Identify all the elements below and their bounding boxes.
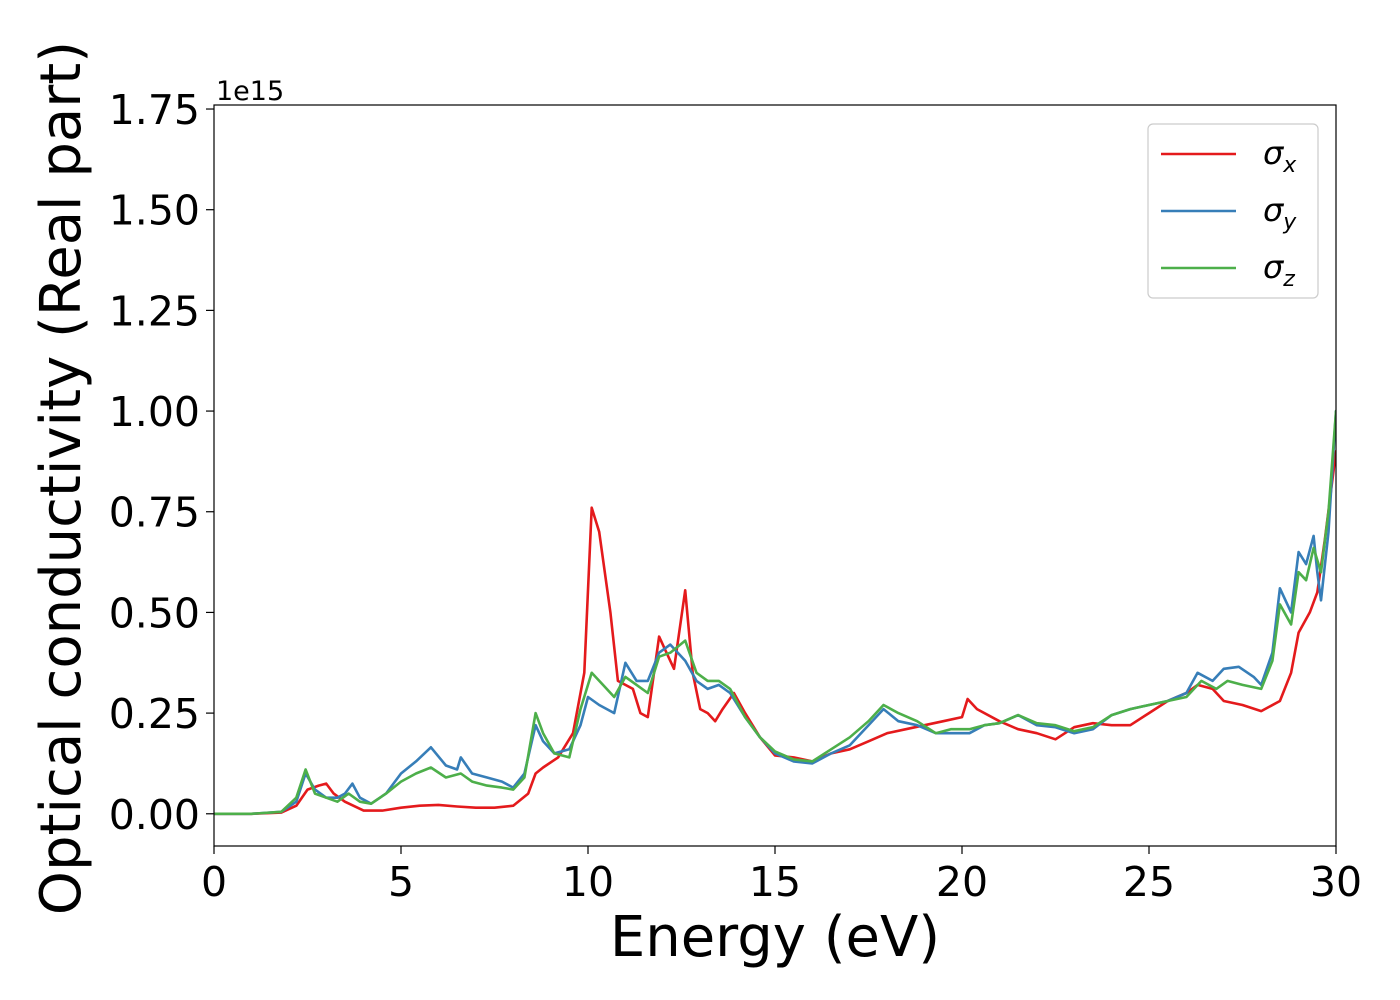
legend-label-symbol: σ bbox=[1263, 134, 1285, 172]
x-tick-label: 10 bbox=[562, 858, 614, 906]
y-tick-label: 1.25 bbox=[109, 287, 200, 335]
y-axis-ticks: 0.00 0.25 0.50 0.75 1.00 1.25 1.50 1.75 bbox=[109, 86, 214, 839]
x-tick-label: 25 bbox=[1123, 858, 1175, 906]
x-tick-label: 20 bbox=[936, 858, 988, 906]
y-tick-label: 1.50 bbox=[109, 187, 200, 235]
x-tick-label: 0 bbox=[201, 858, 227, 906]
series-line-z bbox=[214, 409, 1336, 816]
legend-label-symbol: σ bbox=[1263, 191, 1285, 229]
y-axis-label: Optical conductivity (Real part) bbox=[29, 41, 94, 915]
x-axis-ticks: 0 5 10 15 20 25 30 bbox=[201, 846, 1362, 906]
y-tick-label: 0.50 bbox=[109, 589, 200, 637]
y-tick-label: 0.75 bbox=[109, 489, 200, 537]
y-offset-label: 1e15 bbox=[216, 76, 284, 107]
legend-label-subscript: x bbox=[1282, 153, 1297, 178]
legend-label-subscript: y bbox=[1282, 210, 1297, 235]
legend-label-x: σx bbox=[1263, 134, 1297, 178]
x-tick-label: 5 bbox=[388, 858, 414, 906]
series-layer bbox=[214, 409, 1336, 816]
y-tick-label: 1.00 bbox=[109, 388, 200, 436]
legend-label-symbol: σ bbox=[1263, 248, 1285, 286]
y-tick-label: 1.75 bbox=[109, 86, 200, 134]
legend-label-subscript: z bbox=[1282, 267, 1295, 292]
y-tick-label: 0.00 bbox=[109, 791, 200, 839]
x-tick-label: 30 bbox=[1310, 858, 1362, 906]
series-line-x bbox=[214, 450, 1336, 816]
legend-label-z: σz bbox=[1263, 248, 1295, 292]
x-axis-label: Energy (eV) bbox=[610, 905, 940, 970]
legend-label-y: σy bbox=[1263, 191, 1297, 235]
x-tick-label: 15 bbox=[749, 858, 801, 906]
y-tick-label: 0.25 bbox=[109, 690, 200, 738]
